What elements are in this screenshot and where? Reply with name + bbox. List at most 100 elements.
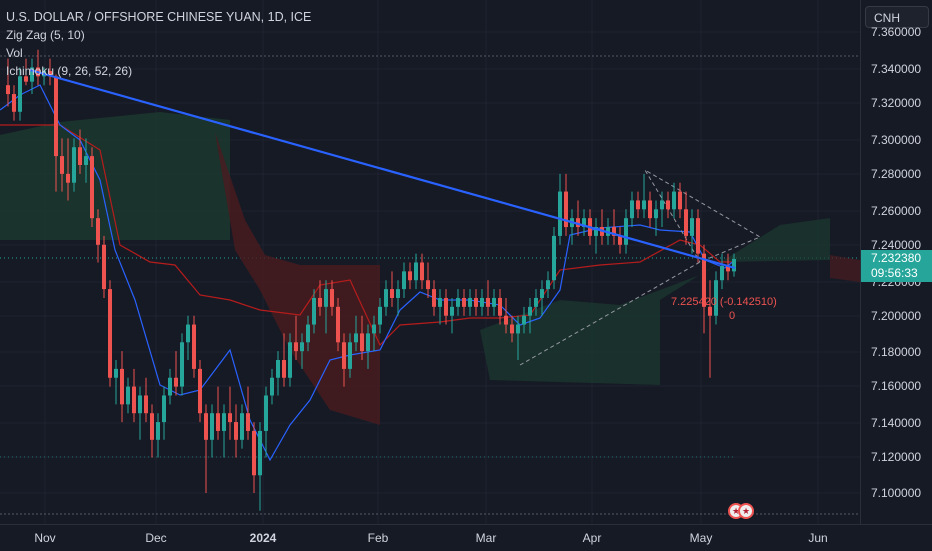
candle-body (96, 218, 100, 245)
time-tick-label: Nov (34, 531, 56, 545)
candle-body (162, 395, 166, 423)
candle-body (312, 297, 316, 325)
kijun-line (0, 124, 735, 347)
symbol-title[interactable]: U.S. DOLLAR / OFFSHORE CHINESE YUAN, 1D,… (6, 10, 312, 24)
candle-body (330, 289, 334, 307)
candle-body (564, 191, 568, 228)
candle-body (252, 430, 256, 476)
time-tick-label: 2024 (249, 531, 277, 545)
candle-body (462, 297, 466, 307)
candle-body (300, 342, 304, 352)
candle-body (720, 266, 724, 281)
candle-body (510, 324, 514, 334)
candle-body (522, 315, 526, 325)
candle-body (168, 377, 172, 396)
candle-body (354, 333, 358, 343)
zigzag-volume-label: 0 (729, 310, 736, 322)
time-tick-label: Jun (808, 531, 828, 545)
time-axis[interactable]: Nov Dec 2024 Feb Mar Apr May Jun (0, 524, 932, 551)
candle-body (486, 297, 490, 307)
candle-body (186, 324, 190, 343)
candle-body (546, 280, 550, 290)
candle-body (192, 324, 196, 369)
candle-body (702, 253, 706, 307)
candle-body (678, 191, 682, 210)
candle-body (666, 200, 670, 210)
candle-body (732, 258, 736, 272)
price-chart[interactable] (0, 0, 860, 524)
ichimoku-cloud (215, 132, 380, 425)
candle-body (438, 297, 442, 307)
candle-body (684, 209, 688, 236)
candle-body (24, 76, 28, 82)
candle-body (498, 297, 502, 316)
candle-body (474, 297, 478, 307)
candle-body (630, 200, 634, 219)
price-tick-label: 7.100000 (871, 486, 922, 500)
candle-body (558, 191, 562, 236)
candle-body (336, 306, 340, 343)
candle-body (66, 173, 70, 183)
candle-body (672, 191, 676, 210)
candle-body (624, 218, 628, 245)
candle-body (174, 377, 178, 387)
price-axis[interactable]: CNH 7.360000 7.340000 7.320000 7.300000 7.28… (860, 0, 932, 524)
indicator-zigzag[interactable]: Zig Zag (5, 10) (6, 28, 85, 42)
candle-body (120, 368, 124, 405)
candle-body (576, 218, 580, 228)
price-tick-label: 7.300000 (871, 133, 922, 147)
candle-body (246, 413, 250, 431)
candle-body (270, 377, 274, 396)
candle-body (156, 422, 160, 440)
candle-body (264, 395, 268, 431)
candle-body (384, 289, 388, 307)
candle-body (540, 289, 544, 298)
candle-body (276, 360, 280, 378)
candle-body (642, 200, 646, 210)
candle-body (6, 85, 10, 95)
current-price: 7.232380 (871, 251, 922, 265)
candle-body (114, 368, 118, 378)
candle-body (402, 271, 406, 290)
indicator-volume[interactable]: Vol (6, 46, 23, 60)
price-tick-label: 7.320000 (871, 96, 922, 110)
candle-body (204, 413, 208, 440)
candle-body (222, 413, 226, 431)
candle-body (582, 218, 586, 228)
candle-body (390, 289, 394, 298)
candle-body (240, 413, 244, 440)
candle-body (408, 271, 412, 281)
indicator-ichimoku[interactable]: Ichimoku (9, 26, 52, 26) (6, 64, 133, 78)
candle-body (324, 289, 328, 307)
currency-badge[interactable]: CNH (865, 6, 929, 28)
candle-body (396, 289, 400, 298)
price-tick-label: 7.120000 (871, 450, 922, 464)
candle-body (54, 76, 58, 157)
candle-body (108, 289, 112, 378)
chart-pane[interactable]: U.S. DOLLAR / OFFSHORE CHINESE YUAN, 1D,… (0, 0, 860, 524)
us-flag-icon[interactable]: ★ (738, 503, 754, 519)
time-tick-label: Mar (475, 531, 497, 545)
candle-body (618, 235, 622, 245)
trendline (29, 68, 736, 270)
candle-body (612, 227, 616, 236)
candle-body (180, 342, 184, 387)
candle-body (648, 200, 652, 219)
candle-body (318, 297, 322, 307)
price-tick-label: 7.160000 (871, 379, 922, 393)
candle-body (456, 297, 460, 307)
bar-countdown: 09:56:33 (871, 266, 918, 280)
candle-body (444, 297, 448, 316)
candle-body (468, 297, 472, 307)
candle-body (84, 156, 88, 165)
candle-body (30, 67, 34, 82)
candle-body (450, 306, 454, 316)
candle-body (282, 360, 286, 378)
candle-body (342, 342, 346, 369)
candle-body (126, 386, 130, 405)
candle-body (60, 156, 64, 174)
candle-body (714, 280, 718, 316)
candle-body (414, 262, 418, 281)
candle-body (654, 209, 658, 219)
price-tick-label: 7.200000 (871, 309, 922, 323)
